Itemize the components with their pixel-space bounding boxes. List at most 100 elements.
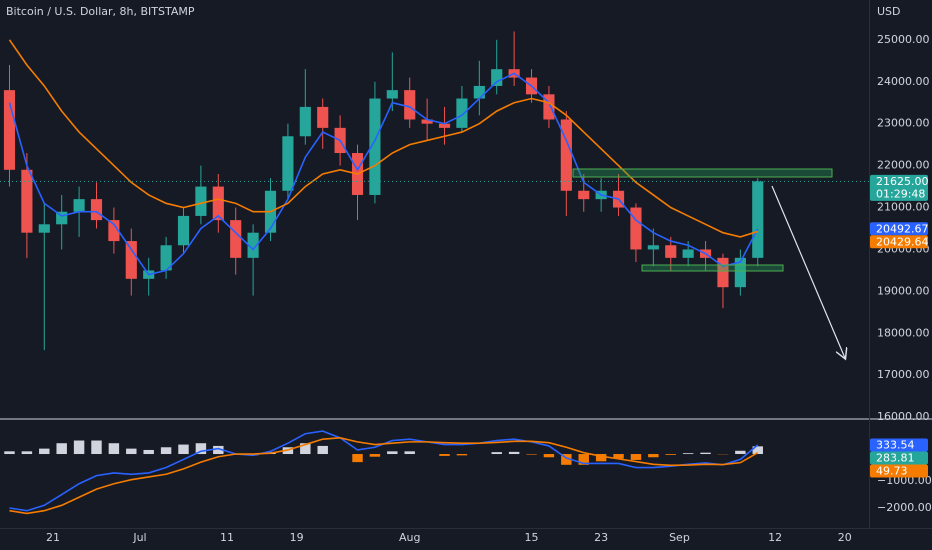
candle-body: [421, 119, 433, 124]
price-tag: [870, 235, 928, 249]
y-tick-label: 25000.00: [877, 33, 930, 46]
candle-body: [456, 98, 468, 128]
candle-body: [282, 136, 294, 191]
candle-body: [73, 199, 85, 212]
price-tag: [870, 464, 928, 478]
histogram-bar: [491, 452, 502, 455]
histogram-bar: [561, 454, 572, 465]
candle-body: [717, 257, 729, 288]
histogram-bar: [21, 451, 33, 455]
y-tick-label: 16000.00: [877, 410, 930, 423]
y-tick-label: 21000.00: [877, 201, 930, 214]
y-tick-label: 18000.00: [877, 326, 930, 339]
y-tick-label: 23000.00: [877, 117, 930, 130]
histogram-bar: [578, 454, 589, 465]
price-tag: [870, 174, 928, 201]
projection-arrow: [771, 185, 845, 358]
candle-body: [404, 90, 416, 120]
candle-body: [299, 106, 311, 137]
histogram-bar: [456, 454, 468, 456]
indicator-line: [8, 39, 758, 238]
histogram-bar: [4, 451, 15, 455]
candle-body: [160, 245, 172, 271]
candle-body: [752, 181, 764, 258]
histogram-bar: [543, 454, 555, 458]
resistance-zone: [572, 168, 833, 178]
price-tag-label: 49.73: [876, 465, 908, 478]
candle-body: [90, 199, 103, 221]
candle-body: [230, 220, 242, 258]
histogram-bar: [126, 448, 137, 455]
histogram-bar: [108, 443, 120, 455]
histogram-bar: [39, 448, 50, 455]
histogram-bar: [73, 440, 85, 455]
macd-pane: [4, 430, 763, 515]
candle-body: [3, 90, 16, 170]
histogram-bar: [352, 454, 363, 463]
histogram-bar: [178, 444, 189, 455]
x-tick-label: Aug: [399, 531, 420, 544]
candle-body: [247, 232, 259, 258]
price-tag: [870, 451, 928, 465]
histogram-bar: [439, 454, 450, 456]
histogram-bar: [630, 454, 642, 460]
price-tag: [870, 438, 928, 452]
histogram-bar: [300, 443, 311, 455]
histogram-bar: [508, 451, 520, 455]
candle-body: [56, 211, 68, 225]
y-tick-label: 19000.00: [877, 284, 930, 297]
candle-body: [317, 106, 329, 128]
histogram-bar: [648, 454, 659, 458]
price-pane: [0, 31, 870, 351]
y-axis-label: USD: [877, 5, 901, 18]
axes: 16000.0017000.0018000.0019000.0020000.00…: [46, 33, 932, 544]
histogram-bar: [613, 454, 624, 459]
y-tick-label: 24000.00: [877, 75, 930, 88]
histogram-bar: [213, 445, 224, 455]
histogram-bar: [595, 454, 607, 462]
price-tag-label: 283.81: [876, 452, 915, 465]
histogram-bar: [317, 445, 328, 455]
candle-body: [369, 98, 381, 195]
histogram-bar: [195, 443, 207, 455]
x-tick-label: 21: [46, 531, 60, 544]
candle-body: [543, 94, 555, 120]
histogram-bar: [735, 450, 746, 455]
candle-body: [21, 169, 33, 233]
histogram-bar: [160, 447, 172, 455]
candle-body: [108, 220, 120, 242]
x-tick-label: 12: [768, 531, 782, 544]
x-tick-label: 15: [525, 531, 539, 544]
price-tag-label: 21625.00: [876, 175, 929, 188]
histogram-bar: [143, 449, 154, 455]
indicator-line: [9, 437, 759, 515]
chart-title: Bitcoin / U.S. Dollar, 8h, BITSTAMP: [6, 5, 195, 18]
candle-body: [38, 224, 50, 233]
histogram-bar: [752, 446, 763, 455]
y-tick-label: −2000.00: [877, 501, 932, 514]
candle-body: [438, 123, 451, 128]
candle-body: [125, 241, 137, 279]
histogram-bar: [665, 454, 676, 455]
y-tick-label: 17000.00: [877, 368, 930, 381]
x-tick-label: Jul: [132, 531, 146, 544]
price-tag-label: 20429.64: [876, 235, 929, 248]
price-tag: [870, 222, 928, 236]
indicator-line: [8, 72, 759, 276]
histogram-bar: [56, 443, 67, 455]
x-tick-label: 20: [838, 531, 852, 544]
candle-body: [734, 257, 746, 288]
candle-body: [665, 245, 677, 258]
candle-body: [647, 245, 659, 250]
histogram-bar: [404, 451, 415, 455]
candle-body: [195, 186, 207, 216]
candle-body: [473, 85, 485, 99]
candle-body: [212, 186, 224, 221]
price-tag-label: 333.54: [876, 439, 915, 452]
candle-body: [630, 207, 642, 250]
x-tick-label: 11: [220, 531, 234, 544]
candle-body: [177, 215, 190, 246]
y-tick-label: 22000.00: [877, 159, 930, 172]
